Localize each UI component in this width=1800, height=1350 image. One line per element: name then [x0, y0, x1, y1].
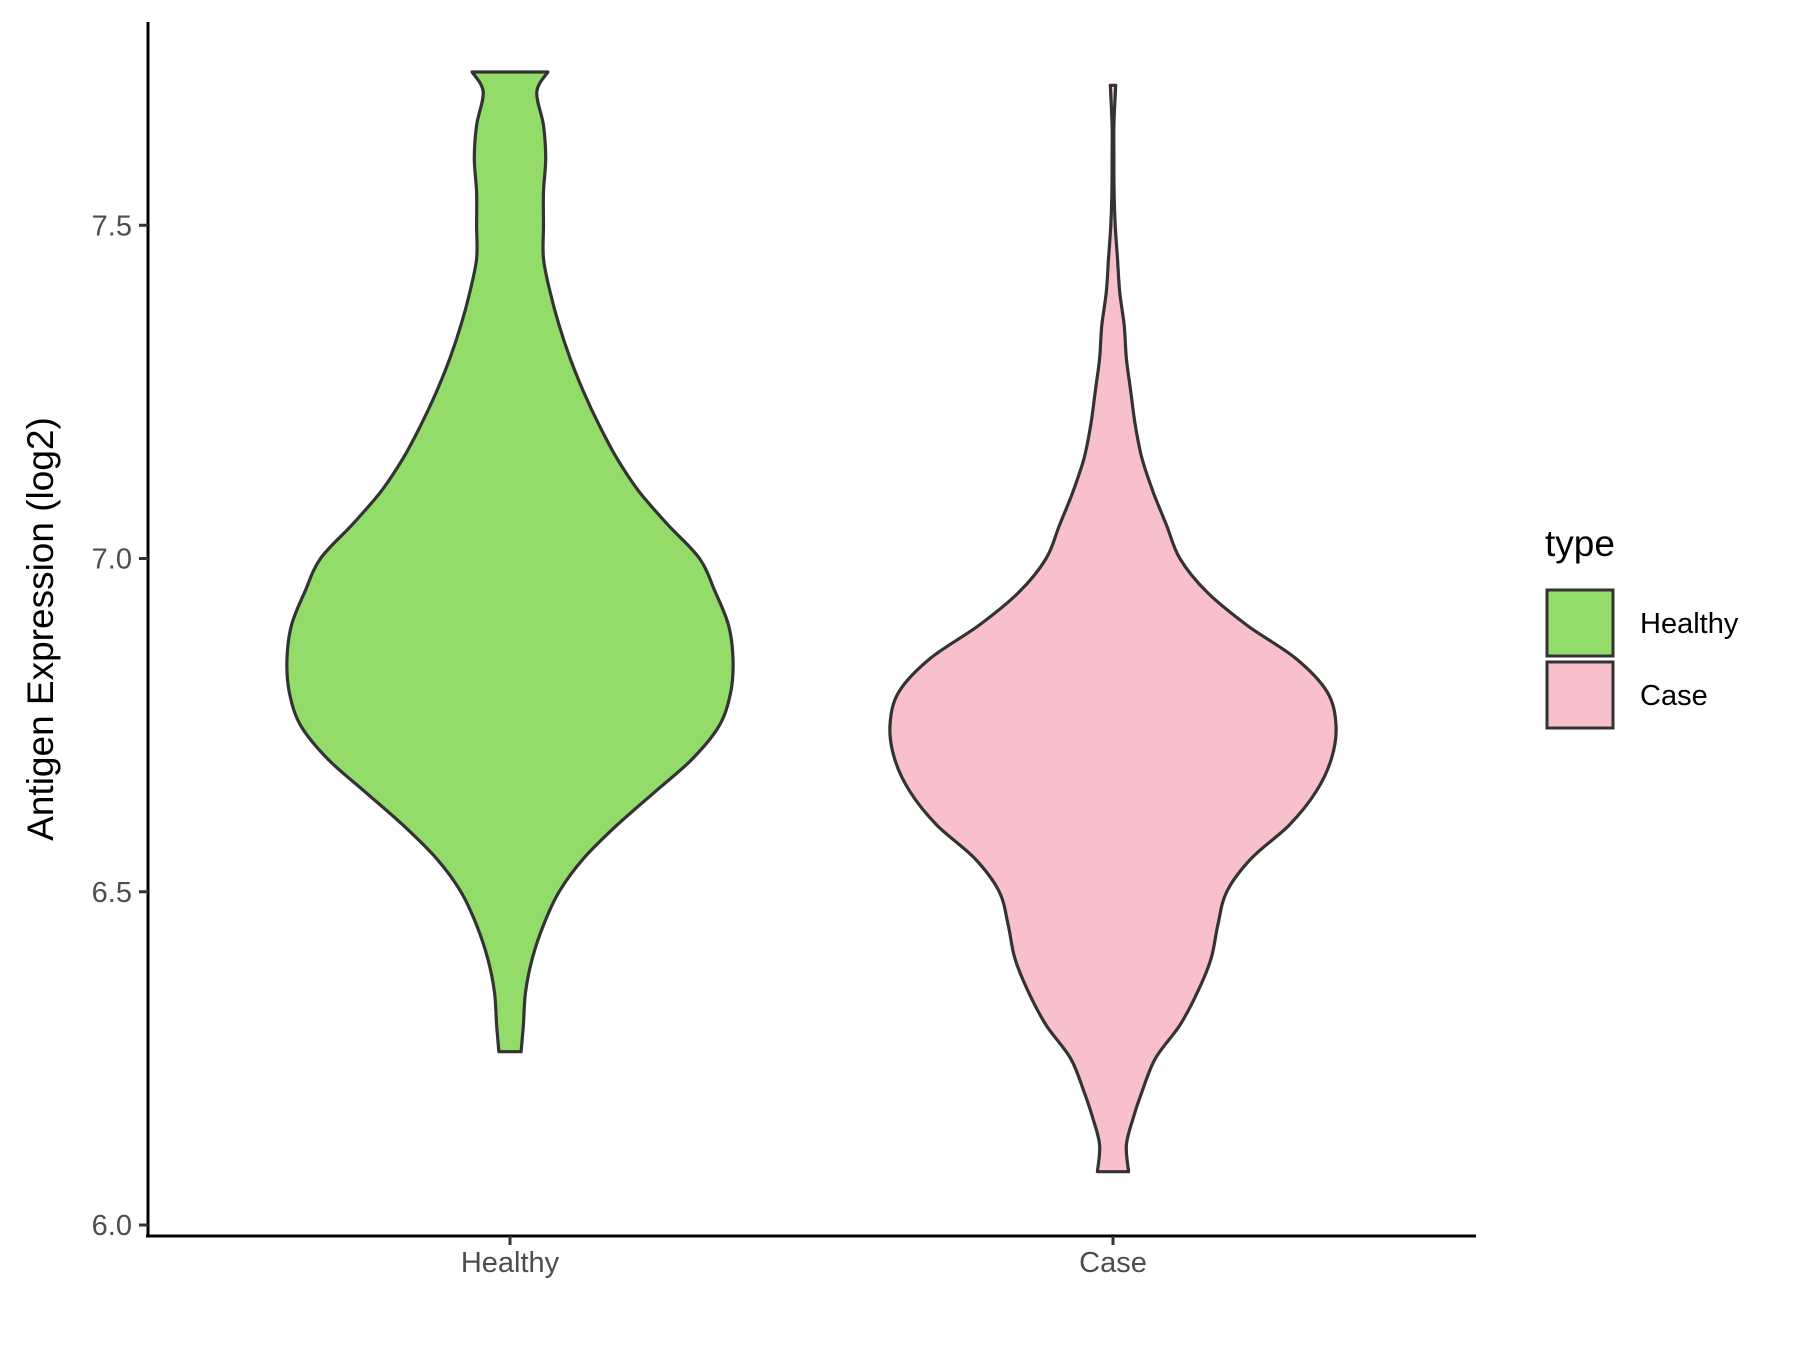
legend: type Healthy Case [1545, 523, 1739, 730]
legend-swatch-healthy [1545, 588, 1615, 658]
x-axis-ticks: Healthy Case [461, 1236, 1147, 1279]
x-tick-label-case: Case [1079, 1247, 1147, 1279]
y-tick-label: 6.5 [92, 877, 132, 909]
violins [285, 70, 1338, 1174]
y-tick-label: 7.5 [92, 210, 132, 242]
y-axis-ticks: 6.0 6.5 7.0 7.5 [92, 210, 148, 1242]
y-tick-label: 6.0 [92, 1210, 132, 1242]
legend-title: type [1545, 523, 1615, 564]
y-tick-label: 7.0 [92, 544, 132, 576]
y-axis-title: Antigen Expression (log2) [20, 417, 61, 841]
x-tick-label-healthy: Healthy [461, 1247, 560, 1279]
violin-case [888, 83, 1338, 1174]
legend-swatch-case [1545, 660, 1615, 730]
legend-label-case: Case [1640, 680, 1708, 712]
plot-area: 6.0 6.5 7.0 7.5 Healthy Case Antigen Express… [20, 22, 1476, 1279]
violin-healthy [285, 70, 735, 1054]
legend-items: Healthy Case [1545, 588, 1739, 730]
legend-label-healthy: Healthy [1640, 608, 1739, 640]
